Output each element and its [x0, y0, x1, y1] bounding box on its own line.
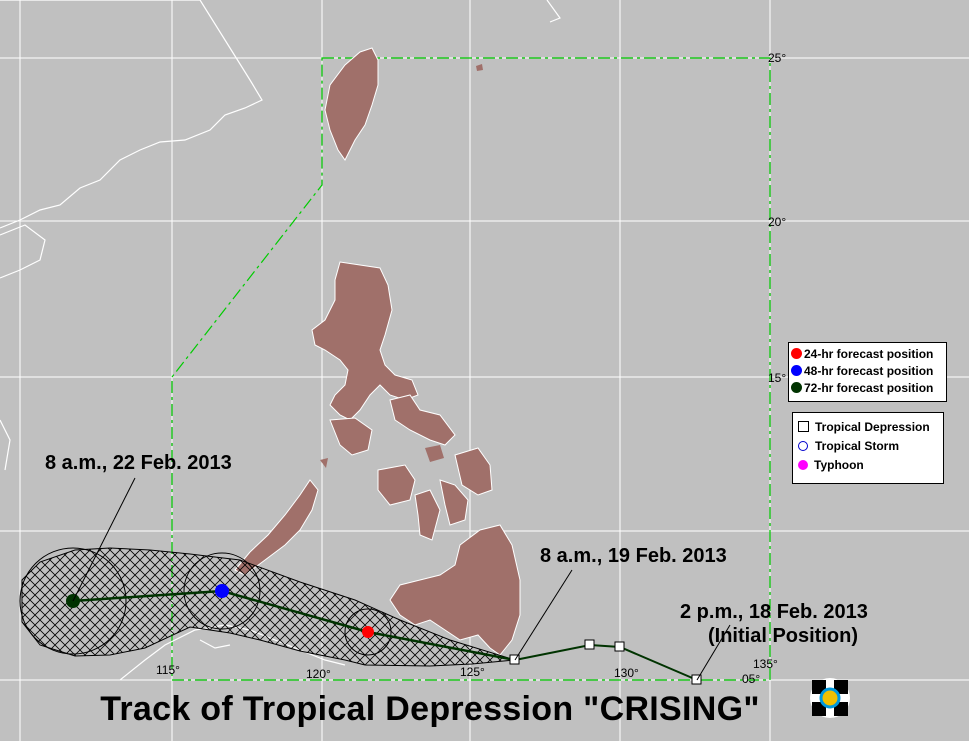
forecast-legend: 24-hr forecast position 48-hr forecast p…	[788, 342, 947, 402]
magenta-circle-icon	[798, 459, 808, 470]
forecast-track-line	[72, 589, 516, 662]
legend-row-48hr: 48-hr forecast position	[791, 362, 946, 379]
red-dot-icon	[791, 348, 802, 359]
lon-label: 125°	[460, 665, 485, 679]
observed-track-line	[514, 643, 698, 681]
td-position-marker	[614, 641, 625, 652]
initial-position-sublabel: (Initial Position)	[708, 625, 858, 647]
open-square-icon	[798, 421, 809, 432]
lon-label: 115°	[156, 663, 180, 677]
pagasa-logo	[810, 678, 850, 718]
map-title: Track of Tropical Depression "CRISING"	[100, 690, 760, 728]
panay-landmass	[377, 464, 416, 506]
legend-label: Typhoon	[814, 457, 864, 472]
palawan-landmass	[234, 479, 319, 576]
td-position-marker	[509, 654, 520, 665]
observed-positions	[509, 639, 702, 685]
negros-landmass	[414, 489, 441, 541]
feb22-position-label: 8 a.m., 22 Feb. 2013	[45, 452, 232, 474]
forecast-radius-circles	[19, 547, 392, 656]
forecast-48hr-marker	[215, 584, 229, 598]
legend-label: Tropical Depression	[815, 419, 930, 434]
legend-label: 24-hr forecast position	[804, 346, 934, 361]
legend-label: 72-hr forecast position	[804, 380, 934, 395]
par-boundary	[171, 57, 771, 681]
lat-label: 25°	[768, 51, 786, 65]
mindoro-landmass	[329, 417, 373, 456]
lon-label: 135°	[753, 657, 778, 671]
luzon-landmass	[311, 261, 419, 421]
lat-label: 20°	[768, 215, 786, 229]
lon-label: 120°	[306, 667, 331, 681]
samar-landmass	[454, 447, 493, 496]
forecast-24hr-marker	[362, 626, 374, 638]
legend-row-72hr: 72-hr forecast position	[791, 379, 946, 396]
legend-row-typhoon: Typhoon	[793, 455, 943, 474]
annotation-leaders	[72, 477, 731, 681]
small-island	[476, 64, 483, 71]
small-island	[320, 458, 328, 468]
legend-row-ts: Tropical Storm	[793, 436, 943, 455]
taiwan-landmass	[324, 47, 379, 161]
lat-label: 15°	[768, 371, 786, 385]
dark-green-dot-icon	[791, 382, 802, 393]
masbate-landmass	[425, 445, 444, 462]
legend-label: 48-hr forecast position	[804, 363, 934, 378]
blue-dot-icon	[791, 365, 802, 376]
cebu-leyte-landmass	[439, 479, 469, 526]
open-circle-icon	[798, 440, 808, 451]
td-position-marker	[584, 639, 595, 650]
initial-position-label: 2 p.m., 18 Feb. 2013	[680, 601, 868, 623]
td-position-marker	[691, 674, 702, 685]
mindanao-landmass	[389, 524, 521, 656]
bicol-landmass	[389, 394, 456, 446]
feb19-position-label: 8 a.m., 19 Feb. 2013	[540, 545, 727, 567]
category-legend: Tropical Depression Tropical Storm Typho…	[792, 412, 944, 484]
legend-row-td: Tropical Depression	[793, 417, 943, 436]
lat-label: 05°	[742, 672, 760, 686]
china-coastline	[0, 0, 561, 471]
legend-row-24hr: 24-hr forecast position	[791, 345, 946, 362]
lon-label: 130°	[614, 666, 639, 680]
legend-label: Tropical Storm	[815, 438, 900, 453]
